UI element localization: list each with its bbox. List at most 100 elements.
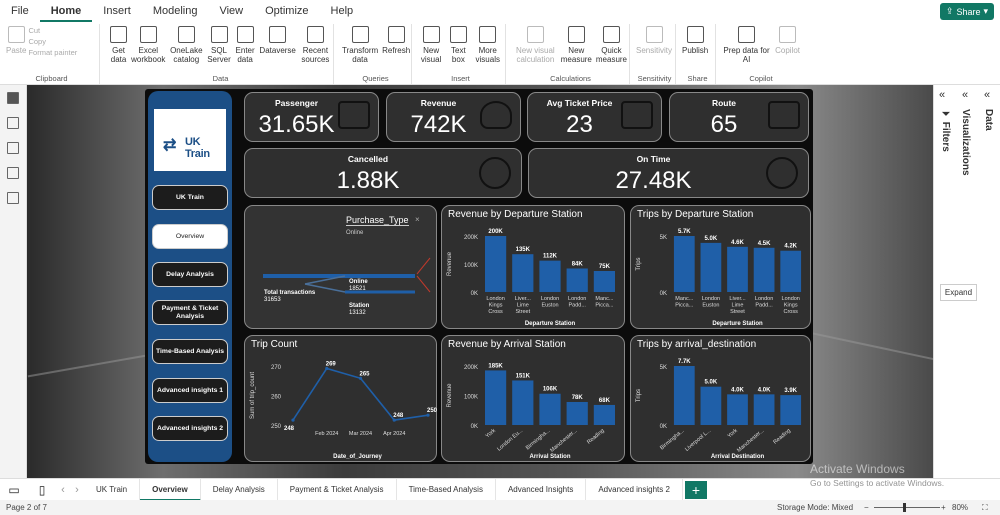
uk-train-logo: ⇄ UK Train — [154, 109, 226, 171]
quick-measure-button[interactable]: Quick measure — [594, 24, 629, 70]
publish-button[interactable]: Publish — [680, 24, 710, 70]
desktop-layout-icon[interactable]: ▭ — [8, 482, 20, 497]
recent-sources-button[interactable]: Recent sources — [298, 24, 333, 70]
ribbon-button-label: Dataverse — [259, 46, 296, 55]
tmdl-view-icon[interactable] — [7, 192, 19, 204]
new-visual-calculation-button[interactable]: New visual calculation — [512, 24, 559, 70]
trips-by-arrival-card[interactable]: Trips by arrival_destination 5K 0K Trips Ar… — [630, 335, 811, 462]
queries-group: Transform data Refresh Queries — [340, 24, 412, 84]
trip-count-card[interactable]: Trip Count 270 260 250 Sum of trip_count Dat… — [244, 335, 438, 462]
text-box-button[interactable]: Text box — [446, 24, 470, 70]
cut-button[interactable]: Cut — [28, 26, 41, 35]
ribbon-button-label: Enter data — [235, 46, 255, 64]
page-tab-advanced-insights[interactable]: Advanced Insights — [496, 478, 587, 501]
decomp-node-station-label[interactable]: Station — [349, 303, 370, 309]
report-view-icon[interactable] — [7, 92, 19, 104]
kpi-card-cancelled[interactable]: Cancelled 1.88K — [244, 148, 522, 198]
visualizations-pane-tab[interactable]: Visualizations — [960, 109, 971, 176]
x-axis-label: Arrival Destination — [711, 454, 765, 460]
share-button[interactable]: ⇪ Share ▾ — [939, 3, 994, 20]
menu-tab-optimize[interactable]: Optimize — [265, 5, 309, 17]
page-tab-advanced-insights-2[interactable]: Advanced insights 2 — [586, 478, 683, 501]
get-data-button[interactable]: Get data — [108, 24, 129, 70]
nav-overview-button[interactable]: Overview — [152, 224, 228, 249]
sensitivity-button[interactable]: Sensitivity — [634, 24, 674, 70]
y-axis-label: Trips — [636, 389, 642, 402]
more-visuals-button[interactable]: More visuals — [471, 24, 506, 70]
menu-tab-insert[interactable]: Insert — [103, 5, 131, 17]
line-point — [392, 418, 396, 422]
decomp-node-online-label[interactable]: Online — [349, 279, 368, 285]
sql-server-icon — [210, 26, 228, 43]
copy-button[interactable]: Copy — [28, 37, 46, 46]
menu-tab-help[interactable]: Help — [330, 5, 354, 17]
prep-data-for-ai-button[interactable]: Prep data for AI — [720, 24, 773, 70]
paste-button[interactable]: Paste — [4, 24, 28, 70]
nav-advanced-1-button[interactable]: Advanced insights 1 — [152, 378, 228, 403]
model-view-icon[interactable] — [7, 142, 19, 154]
dataverse-button[interactable]: Dataverse — [257, 24, 297, 70]
page-tab-uk-train[interactable]: UK Train — [84, 478, 141, 501]
excel-workbook-button[interactable]: Excel workbook — [129, 24, 167, 70]
collapse-visualizations-icon[interactable]: « — [962, 89, 969, 101]
refresh-button[interactable]: Refresh — [380, 24, 412, 70]
format-painter-button[interactable]: Format painter — [28, 48, 78, 57]
dax-query-icon[interactable] — [7, 167, 19, 179]
copilot-button[interactable]: Copilot — [773, 24, 802, 70]
excel-workbook-icon — [139, 26, 157, 43]
kpi-card-revenue[interactable]: Revenue 742K — [386, 92, 521, 142]
page-tab-overview[interactable]: Overview — [140, 478, 201, 501]
nav-time-based-button[interactable]: Time-Based Analysis — [152, 339, 228, 364]
zoom-slider-thumb[interactable] — [903, 503, 906, 512]
collapse-filters-icon[interactable]: « — [939, 89, 946, 101]
table-view-icon[interactable] — [7, 117, 19, 129]
prev-page-icon[interactable]: ‹ — [61, 483, 65, 496]
zoom-slider[interactable] — [874, 507, 940, 508]
trips-by-departure-card[interactable]: Trips by Departure Station 5K 0K Trips Depa… — [630, 205, 811, 329]
menu-tab-modeling[interactable]: Modeling — [152, 5, 198, 17]
activate-windows-title: Activate Windows — [810, 462, 905, 476]
revenue-by-arrival-card[interactable]: Revenue by Arrival Station 200K 100K 0K Rev… — [441, 335, 625, 462]
y-tick-label: 270 — [271, 365, 282, 371]
nav-advanced-2-button[interactable]: Advanced insights 2 — [152, 416, 228, 441]
x-tick-label: Reading — [586, 428, 606, 446]
x-tick-label: Manc... Picca... — [595, 296, 614, 309]
menu-tab-home[interactable]: Home — [39, 0, 93, 22]
mobile-layout-icon[interactable]: ▯ — [38, 482, 46, 497]
fit-to-page-icon[interactable]: ⛶ — [982, 502, 988, 512]
line-point — [358, 376, 363, 380]
nav-delay-analysis-button[interactable]: Delay Analysis — [152, 262, 228, 287]
filters-pane-tab[interactable]: ⏷ Filters — [939, 109, 951, 152]
kpi-card-on-time[interactable]: On Time 27.48K — [528, 148, 809, 198]
onelake-catalog-button[interactable]: OneLake catalog — [167, 24, 205, 70]
nav-payment-ticket-button[interactable]: Payment & Ticket Analysis — [152, 300, 228, 325]
decomposition-tree-visual[interactable]: Purchase_Type × Online Total transaction… — [244, 205, 437, 329]
page-tab-time-based[interactable]: Time-Based Analysis — [397, 478, 496, 501]
kpi-card-passenger[interactable]: Passenger 31.65K — [244, 92, 379, 142]
y-tick-label: 100K — [464, 263, 478, 269]
revenue-by-departure-card[interactable]: Revenue by Departure Station 200K 100K 0K R… — [441, 205, 625, 329]
kpi-label: Route — [711, 98, 737, 108]
zoom-out-icon[interactable]: − — [864, 503, 869, 512]
menu-tab-file[interactable]: File — [11, 5, 29, 17]
next-page-icon[interactable]: › — [75, 483, 79, 496]
page-tab-payment-ticket[interactable]: Payment & Ticket Analysis — [278, 478, 397, 501]
data-pane-tab[interactable]: Data — [983, 109, 994, 131]
new-visual-button[interactable]: New visual — [416, 24, 446, 70]
transform-data-button[interactable]: Transform data — [340, 24, 380, 70]
enter-data-button[interactable]: Enter data — [233, 24, 258, 70]
x-tick-label: Apr 2024 — [383, 431, 405, 437]
nav-uk-train-button[interactable]: UK Train — [152, 185, 228, 210]
x-tick-label: Birmingha... — [659, 428, 686, 452]
new-measure-button[interactable]: New measure — [559, 24, 594, 70]
kpi-card-route[interactable]: Route 65 — [669, 92, 809, 142]
menu-tab-view[interactable]: View — [219, 5, 244, 17]
kpi-card-avg-ticket-price[interactable]: Avg Ticket Price 23 — [527, 92, 662, 142]
add-page-button[interactable]: + — [684, 480, 707, 499]
close-icon[interactable]: × — [415, 215, 420, 224]
line-point — [426, 413, 430, 417]
sql-server-button[interactable]: SQL Server — [205, 24, 233, 70]
zoom-in-icon[interactable]: + — [941, 503, 946, 512]
collapse-data-icon[interactable]: « — [984, 89, 991, 101]
page-tab-delay-analysis[interactable]: Delay Analysis — [201, 478, 278, 501]
